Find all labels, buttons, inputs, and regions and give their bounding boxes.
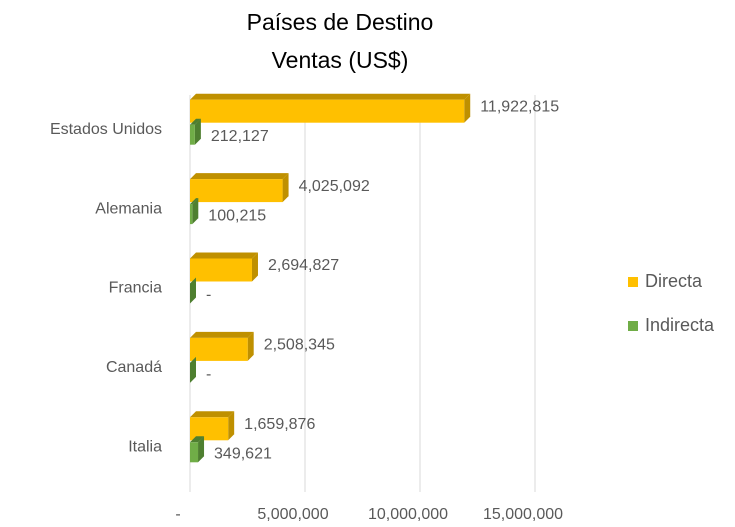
legend-label: Directa	[645, 271, 703, 291]
bar	[190, 442, 199, 463]
bar-side	[251, 252, 258, 282]
bar-side	[190, 277, 196, 304]
bar-top	[190, 118, 201, 125]
data-label: 2,694,827	[268, 257, 339, 274]
bar-top	[190, 331, 254, 338]
chart-title: Países de Destino	[247, 9, 434, 35]
bar	[190, 99, 465, 123]
bar-side	[190, 356, 196, 383]
bar	[190, 417, 229, 441]
bar-top	[190, 252, 258, 259]
data-label: 4,025,092	[299, 178, 370, 195]
data-label: -	[206, 287, 211, 304]
data-label: 100,215	[208, 207, 266, 224]
data-label: -	[206, 366, 211, 383]
x-tick-label: 5,000,000	[257, 506, 328, 523]
bar	[190, 258, 252, 282]
bar	[190, 204, 193, 225]
x-tick-label: -	[175, 506, 180, 523]
data-label: 1,659,876	[244, 416, 315, 433]
bar-side	[282, 173, 289, 203]
bar	[190, 179, 283, 203]
chart-subtitle: Ventas (US$)	[272, 47, 409, 73]
y-tick-label: Italia	[128, 439, 162, 456]
data-label: 212,127	[211, 128, 269, 145]
legend-swatch	[628, 277, 638, 287]
y-tick-label: Francia	[109, 280, 162, 297]
bar-side	[247, 331, 254, 361]
x-tick-label: 15,000,000	[483, 506, 563, 523]
legend-label: Indirecta	[645, 315, 715, 335]
y-tick-label: Estados Unidos	[50, 121, 162, 138]
bar-side	[464, 93, 471, 123]
bar-side	[192, 198, 199, 225]
y-tick-label: Canadá	[106, 359, 162, 376]
bar-top	[190, 198, 199, 205]
data-label: 349,621	[214, 446, 272, 463]
x-tick-label: 10,000,000	[368, 506, 448, 523]
bar	[190, 124, 195, 145]
data-label: 2,508,345	[264, 337, 335, 354]
bar-side	[198, 436, 205, 463]
bar	[190, 337, 248, 361]
bar-top	[190, 436, 205, 443]
data-label: 11,922,815	[480, 98, 559, 115]
legend-swatch	[628, 321, 638, 331]
bar-side	[228, 411, 235, 441]
bar-top	[190, 173, 289, 180]
bar-top	[190, 93, 471, 100]
bar-top	[190, 411, 235, 418]
y-tick-label: Alemania	[95, 200, 162, 217]
bar-side	[194, 118, 201, 145]
